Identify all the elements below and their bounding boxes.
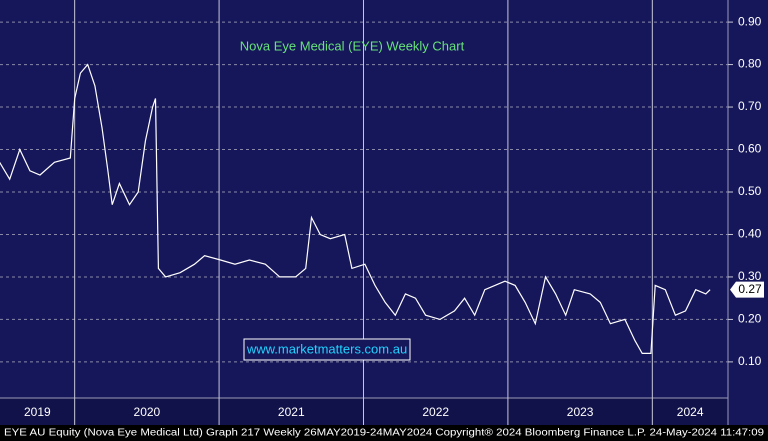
- y-tick-label: 0.30: [738, 269, 762, 283]
- y-tick-label: 0.90: [738, 14, 762, 28]
- y-tick-label: 0.20: [738, 312, 762, 326]
- price-line: [0, 63, 711, 354]
- y-tick-label: 0.70: [738, 99, 762, 113]
- footer: EYE AU Equity (Nova Eye Medical Ltd) Gra…: [4, 428, 764, 439]
- chart-title: Nova Eye Medical (EYE) Weekly Chart: [240, 38, 465, 53]
- y-tick-label: 0.80: [738, 57, 762, 71]
- marks: [0, 63, 711, 354]
- watermark: www.marketmatters.com.au: [246, 341, 407, 356]
- x-tick-label: 2020: [134, 405, 161, 419]
- x-tick-label: 2023: [567, 405, 594, 419]
- x-axis-band: [0, 398, 728, 425]
- last-value-pointer: [730, 281, 764, 298]
- x-tick-label: 2024: [677, 405, 704, 419]
- watermark-box: [243, 338, 411, 361]
- x-tick-label: 2021: [278, 405, 305, 419]
- y-tick-label: 0.60: [738, 142, 762, 156]
- x-tick-label: 2019: [24, 405, 51, 419]
- y-tick-label: 0.50: [738, 184, 762, 198]
- y-tick-label: 0.40: [738, 227, 762, 241]
- footer-band: [0, 425, 768, 441]
- y-tick-label: 0.10: [738, 354, 762, 368]
- last-value-label: 0.27: [738, 282, 762, 296]
- x-tick-label: 2022: [422, 405, 449, 419]
